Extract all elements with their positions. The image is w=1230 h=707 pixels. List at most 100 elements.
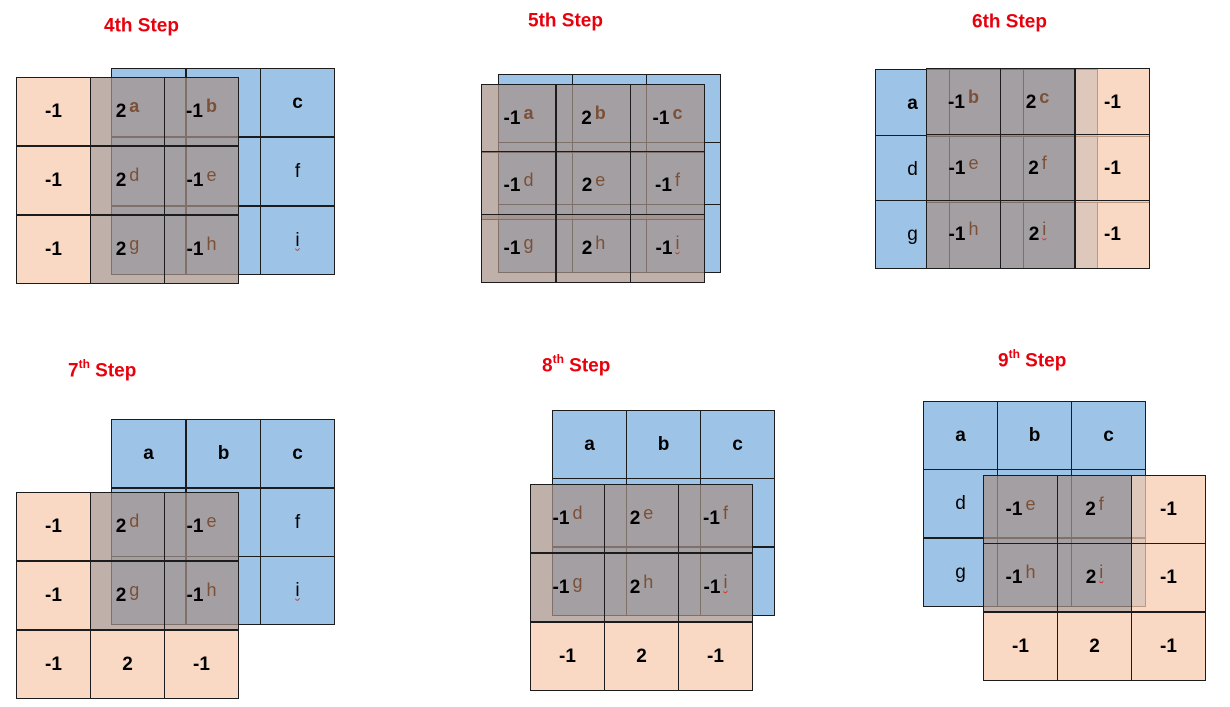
kernel-cell: -1 h [164,561,239,630]
input-cell [1023,69,1098,138]
input-cell [498,142,573,211]
kernel-cell: 2 [604,622,679,691]
input-cell [949,135,1024,204]
input-cell [1071,469,1146,538]
input-cell [111,137,186,206]
input-cell [700,547,775,616]
kernel-cell: -1 f [678,484,753,553]
input-cell: d [923,469,998,538]
kernel-cell: -1 d [530,484,605,553]
input-cell [1071,538,1146,607]
kernel-cell: -1 [1131,543,1206,612]
input-cell: a [875,69,950,138]
kernel-cell: -1 i [678,553,753,622]
kernel-cell: -1 d [481,151,556,220]
input-cell: b [626,410,701,479]
input-cell [572,204,647,273]
input-cell: i [260,206,335,275]
input-cell [572,74,647,143]
input-cell [111,488,186,557]
input-cell [111,206,186,275]
kernel-cell: -1 [16,77,91,146]
kernel-cell: 2 [90,630,165,699]
input-cell: f [260,137,335,206]
input-cell [646,204,721,273]
kernel-cell: -1 e [983,475,1058,544]
input-cell: g [923,538,998,607]
kernel-cell: -1 e [926,134,1001,203]
kernel-cell: -1 [1131,475,1206,544]
kernel-cell: -1 i [630,214,705,283]
kernel-cell: -1 g [530,553,605,622]
input-cell: b [186,419,261,488]
kernel-cell: -1 [16,630,91,699]
input-cell [186,206,261,275]
kernel-cell: -1 b [164,77,239,146]
input-cell: c [260,68,335,137]
kernel-cell: -1 [16,492,91,561]
kernel-cell: 2 [1057,612,1132,681]
input-cell: c [700,410,775,479]
input-cell [1023,135,1098,204]
input-cell: c [260,419,335,488]
input-cell [700,478,775,547]
kernel-cell: -1 [164,630,239,699]
input-cell [498,204,573,273]
kernel-cell: -1 [16,215,91,284]
input-cell [626,478,701,547]
step-6-title: 6th Step [972,11,1047,33]
kernel-cell: -1 [1075,68,1150,137]
input-cell [997,538,1072,607]
input-cell: a [111,419,186,488]
kernel-cell: -1 h [983,543,1058,612]
input-cell [949,69,1024,138]
input-cell [552,547,627,616]
step-8-title: 8th Step [542,352,611,377]
input-cell [111,68,186,137]
kernel-cell: -1 e [164,146,239,215]
kernel-cell: -1 e [164,492,239,561]
kernel-cell: -1 f [630,151,705,220]
input-cell: d [875,135,950,204]
input-cell: f [260,488,335,557]
input-cell [111,556,186,625]
kernel-cell: -1 [16,561,91,630]
kernel-cell: -1 [678,622,753,691]
kernel-cell: -1 a [481,84,556,153]
step-9-title: 9th Step [998,347,1067,372]
kernel-cell: -1 h [164,215,239,284]
input-cell [1023,200,1098,269]
input-cell [552,478,627,547]
input-cell: a [552,410,627,479]
input-cell [626,547,701,616]
input-cell [186,488,261,557]
step-5-title: 5th Step [528,10,603,32]
kernel-cell: -1 [1131,612,1206,681]
input-cell: i [260,556,335,625]
input-cell: a [923,401,998,470]
input-cell [572,142,647,211]
kernel-cell: -1 h [926,200,1001,269]
kernel-cell: -1 b [926,68,1001,137]
input-cell: b [997,401,1072,470]
input-cell [498,74,573,143]
input-cell [186,137,261,206]
step-7-title: 7th Step [68,357,137,382]
step-4-title: 4th Step [104,15,179,37]
kernel-cell: -1 c [630,84,705,153]
